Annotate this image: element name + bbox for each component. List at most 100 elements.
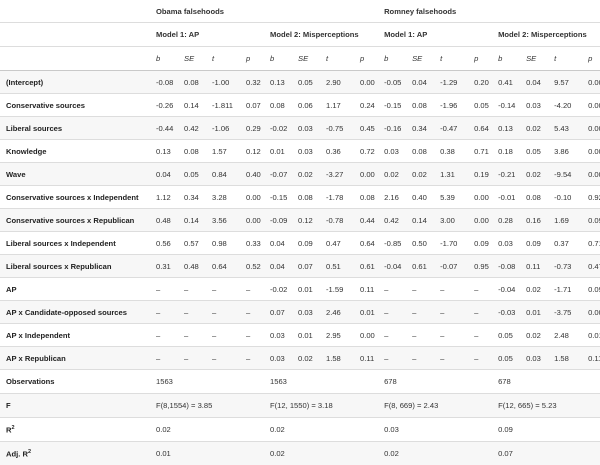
cell-p-value: 0.71 <box>582 231 600 255</box>
cell-p-value: 0.47 <box>582 254 600 278</box>
summary-label: Observations <box>0 369 150 394</box>
cell-b-coefficient: -0.15 <box>264 185 292 209</box>
cell-p-value: 0.00 <box>468 185 493 209</box>
row-label: Wave <box>0 162 150 186</box>
cell-se: 0.08 <box>178 70 206 94</box>
cell-se: 0.05 <box>520 139 549 163</box>
stat-header-p-value: p <box>354 46 379 71</box>
cell-se: 0.08 <box>520 185 549 209</box>
stat-header-b-coefficient: b <box>150 46 178 71</box>
cell-se: 0.05 <box>292 70 320 94</box>
cell-p-value: 0.64 <box>354 231 379 255</box>
cell-se: 0.01 <box>292 323 320 347</box>
cell-t-value: 2.90 <box>320 70 354 94</box>
summary-value: 678 <box>378 369 493 394</box>
cell-t-value: -0.07 <box>434 254 469 278</box>
cell-p-value: 0.40 <box>240 162 264 186</box>
cell-se: 0.57 <box>178 231 206 255</box>
cell-se: 0.02 <box>520 277 549 301</box>
cell-p-value: 0.52 <box>240 254 264 278</box>
cell-se: 0.11 <box>520 254 549 278</box>
cell-b-coefficient: -0.05 <box>378 70 407 94</box>
cell-b-coefficient: -0.14 <box>492 93 521 117</box>
row-label: Liberal sources x Independent <box>0 231 150 255</box>
cell-p-value: 0.00 <box>582 116 600 140</box>
superscript: 2 <box>11 424 15 431</box>
cell-t-value: -1.70 <box>434 231 469 255</box>
cell-t-value: – <box>434 346 469 370</box>
summary-value: 678 <box>492 369 600 394</box>
cell-b-coefficient: 0.05 <box>492 346 521 370</box>
summary-value: 0.02 <box>150 417 264 442</box>
cell-b-coefficient: 0.13 <box>492 116 521 140</box>
table-body: (Intercept) -0.08 0.08 -1.00 0.32 0.13 0.05 2.9… <box>0 70 600 465</box>
cell-b-coefficient: -0.09 <box>264 208 292 232</box>
table-row: AP x Independent – – – –0.03 0.01 2.95 0.00– – – –… <box>0 323 600 347</box>
cell-p-value: 0.20 <box>468 70 493 94</box>
row-label: Knowledge <box>0 139 150 163</box>
cell-b-coefficient: 0.28 <box>492 208 521 232</box>
cell-p-value: 0.11 <box>354 346 379 370</box>
cell-b-coefficient: -0.44 <box>150 116 178 140</box>
stat-header-se: SE <box>406 46 435 71</box>
cell-p-value: 0.07 <box>240 93 264 117</box>
cell-se: 0.48 <box>178 254 206 278</box>
cell-p-value: – <box>240 277 264 301</box>
row-label: Conservative sources x Independent <box>0 185 150 209</box>
row-label: Liberal sources <box>0 116 150 140</box>
summary-label-text: R <box>6 425 12 435</box>
cell-b-coefficient: -0.07 <box>264 162 292 186</box>
cell-p-value: 0.72 <box>354 139 379 163</box>
table-row: Conservative sources -0.26 0.14 -1.811 0.07 0… <box>0 93 600 117</box>
cell-b-coefficient: -0.03 <box>492 300 521 324</box>
cell-se: 0.04 <box>520 70 549 94</box>
cell-p-value: 0.00 <box>582 139 600 163</box>
cell-p-value: – <box>240 300 264 324</box>
empty-corner-cell <box>0 22 150 47</box>
summary-value: 0.07 <box>492 441 600 465</box>
cell-se: 0.42 <box>178 116 206 140</box>
cell-t-value: – <box>206 300 240 324</box>
cell-t-value: -0.73 <box>548 254 583 278</box>
cell-t-value: – <box>434 323 469 347</box>
cell-se: 0.09 <box>292 231 320 255</box>
summary-value: 1563 <box>264 369 379 394</box>
cell-b-coefficient: – <box>378 323 407 347</box>
cell-b-coefficient: 0.56 <box>150 231 178 255</box>
cell-t-value: 1.31 <box>434 162 469 186</box>
cell-se: 0.02 <box>520 323 549 347</box>
summary-row: Observations 1563 1563 678 678 <box>0 369 600 394</box>
cell-p-value: 0.01 <box>582 323 600 347</box>
cell-b-coefficient: 0.13 <box>264 70 292 94</box>
table-row: Wave 0.04 0.05 0.84 0.40 -0.07 0.02 -3.27 0.00 0.… <box>0 162 600 186</box>
cell-se: 0.14 <box>406 208 435 232</box>
cell-t-value: -1.00 <box>206 70 240 94</box>
cell-p-value: 0.92 <box>582 185 600 209</box>
summary-value: F(12, 665) = 5.23 <box>492 393 600 418</box>
cell-t-value: 0.64 <box>206 254 240 278</box>
cell-t-value: -0.47 <box>434 116 469 140</box>
cell-b-coefficient: -0.02 <box>264 116 292 140</box>
stat-header-se: SE <box>178 46 206 71</box>
cell-b-coefficient: – <box>378 300 407 324</box>
cell-t-value: 2.95 <box>320 323 354 347</box>
cell-p-value: 0.00 <box>240 208 264 232</box>
summary-value: 0.02 <box>378 441 493 465</box>
cell-b-coefficient: 0.03 <box>264 346 292 370</box>
cell-se: 0.05 <box>178 162 206 186</box>
row-label: (Intercept) <box>0 70 150 94</box>
cell-b-coefficient: -0.08 <box>150 70 178 94</box>
stat-header-p-value: p <box>468 46 493 71</box>
empty-corner-cell <box>0 46 150 71</box>
table-header: Obama falsehoods Romney falsehoods Model… <box>0 0 600 71</box>
statistic-header-row: b SE t p b SE t p b SE t p b SE t p <box>0 46 600 71</box>
summary-label: R2 <box>0 417 150 442</box>
cell-p-value: 0.05 <box>468 93 493 117</box>
empty-corner-cell <box>0 0 150 23</box>
summary-value: 0.02 <box>264 417 379 442</box>
cell-t-value: – <box>434 277 469 301</box>
cell-p-value: 0.64 <box>468 116 493 140</box>
cell-b-coefficient: -0.01 <box>492 185 521 209</box>
model-header: Model 2: Misperceptions <box>264 22 379 47</box>
summary-value: F(8, 669) = 2.43 <box>378 393 493 418</box>
